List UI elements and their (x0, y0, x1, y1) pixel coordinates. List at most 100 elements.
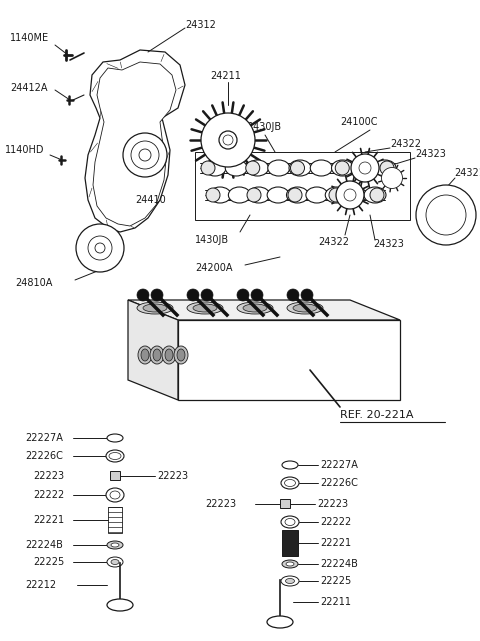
Ellipse shape (187, 302, 223, 314)
Text: 24321: 24321 (454, 168, 480, 178)
Ellipse shape (353, 160, 375, 176)
Ellipse shape (290, 161, 304, 175)
Ellipse shape (111, 543, 119, 547)
Text: 24312: 24312 (185, 20, 216, 30)
Text: 22225: 22225 (33, 557, 64, 567)
Ellipse shape (177, 349, 185, 361)
Ellipse shape (225, 160, 247, 176)
Ellipse shape (193, 304, 217, 312)
Ellipse shape (286, 578, 295, 583)
Ellipse shape (209, 187, 231, 203)
Ellipse shape (243, 304, 267, 312)
Text: 22225: 22225 (320, 576, 351, 586)
Text: 22224B: 22224B (320, 559, 358, 569)
Circle shape (76, 224, 124, 272)
Ellipse shape (306, 187, 328, 203)
Ellipse shape (107, 557, 123, 567)
Ellipse shape (106, 488, 124, 502)
Ellipse shape (247, 188, 261, 202)
Polygon shape (85, 50, 185, 232)
Ellipse shape (329, 188, 343, 202)
Circle shape (131, 141, 159, 169)
Ellipse shape (137, 302, 173, 314)
Circle shape (88, 236, 112, 260)
Ellipse shape (281, 477, 299, 489)
Ellipse shape (285, 519, 295, 526)
Text: 24211: 24211 (210, 71, 241, 81)
Ellipse shape (162, 346, 176, 364)
Polygon shape (178, 320, 400, 400)
Text: 1140ME: 1140ME (10, 33, 49, 43)
Ellipse shape (204, 160, 226, 176)
Text: 22221: 22221 (33, 515, 64, 525)
Circle shape (237, 289, 249, 301)
Text: 24322: 24322 (390, 139, 421, 149)
Ellipse shape (288, 188, 302, 202)
Ellipse shape (237, 302, 273, 314)
Ellipse shape (143, 304, 167, 312)
Circle shape (95, 243, 105, 253)
Bar (195, 152, 410, 220)
Circle shape (139, 149, 151, 161)
Ellipse shape (345, 187, 367, 203)
Ellipse shape (174, 346, 188, 364)
Ellipse shape (107, 541, 123, 549)
Text: 22222: 22222 (33, 490, 64, 500)
Ellipse shape (293, 304, 317, 312)
Ellipse shape (267, 187, 289, 203)
Text: 22226C: 22226C (25, 451, 63, 461)
Ellipse shape (335, 161, 349, 175)
Ellipse shape (332, 160, 353, 176)
Ellipse shape (282, 461, 298, 469)
Ellipse shape (206, 188, 220, 202)
Circle shape (151, 289, 163, 301)
Ellipse shape (150, 346, 164, 364)
Ellipse shape (248, 187, 270, 203)
Text: 1430JB: 1430JB (195, 235, 229, 245)
Text: 22227A: 22227A (320, 460, 358, 470)
Ellipse shape (285, 479, 296, 487)
Text: 24323: 24323 (415, 149, 446, 159)
Text: 24410: 24410 (135, 195, 166, 205)
Circle shape (223, 135, 233, 145)
Polygon shape (128, 300, 178, 400)
Bar (280, 499, 290, 508)
Ellipse shape (106, 450, 124, 462)
Text: 22224B: 22224B (25, 540, 63, 550)
Circle shape (336, 181, 364, 209)
Text: 22226C: 22226C (320, 478, 358, 488)
Ellipse shape (246, 161, 260, 175)
Ellipse shape (282, 560, 298, 568)
Ellipse shape (228, 187, 251, 203)
Text: 22223: 22223 (157, 471, 188, 481)
Text: 22222: 22222 (320, 517, 351, 527)
Ellipse shape (286, 562, 294, 566)
Ellipse shape (201, 161, 215, 175)
Ellipse shape (247, 160, 268, 176)
Text: 22223: 22223 (317, 499, 348, 509)
Text: 24810A: 24810A (15, 278, 52, 288)
Text: 22212: 22212 (25, 580, 56, 590)
Circle shape (201, 113, 255, 167)
Polygon shape (93, 62, 176, 226)
Ellipse shape (310, 160, 332, 176)
Ellipse shape (281, 516, 299, 528)
Ellipse shape (374, 160, 396, 176)
Ellipse shape (110, 491, 120, 499)
Circle shape (137, 289, 149, 301)
Ellipse shape (268, 160, 290, 176)
Text: 22223: 22223 (33, 471, 64, 481)
Text: 1140HD: 1140HD (5, 145, 45, 155)
Circle shape (123, 133, 167, 177)
Ellipse shape (107, 434, 123, 442)
Text: 24323: 24323 (373, 239, 404, 249)
Circle shape (187, 289, 199, 301)
Ellipse shape (267, 616, 293, 628)
Circle shape (201, 289, 213, 301)
Text: REF. 20-221A: REF. 20-221A (340, 410, 413, 420)
Ellipse shape (109, 453, 121, 460)
Text: 22227A: 22227A (25, 433, 63, 443)
Text: 24412A: 24412A (10, 83, 48, 93)
Ellipse shape (370, 188, 384, 202)
Ellipse shape (138, 346, 152, 364)
